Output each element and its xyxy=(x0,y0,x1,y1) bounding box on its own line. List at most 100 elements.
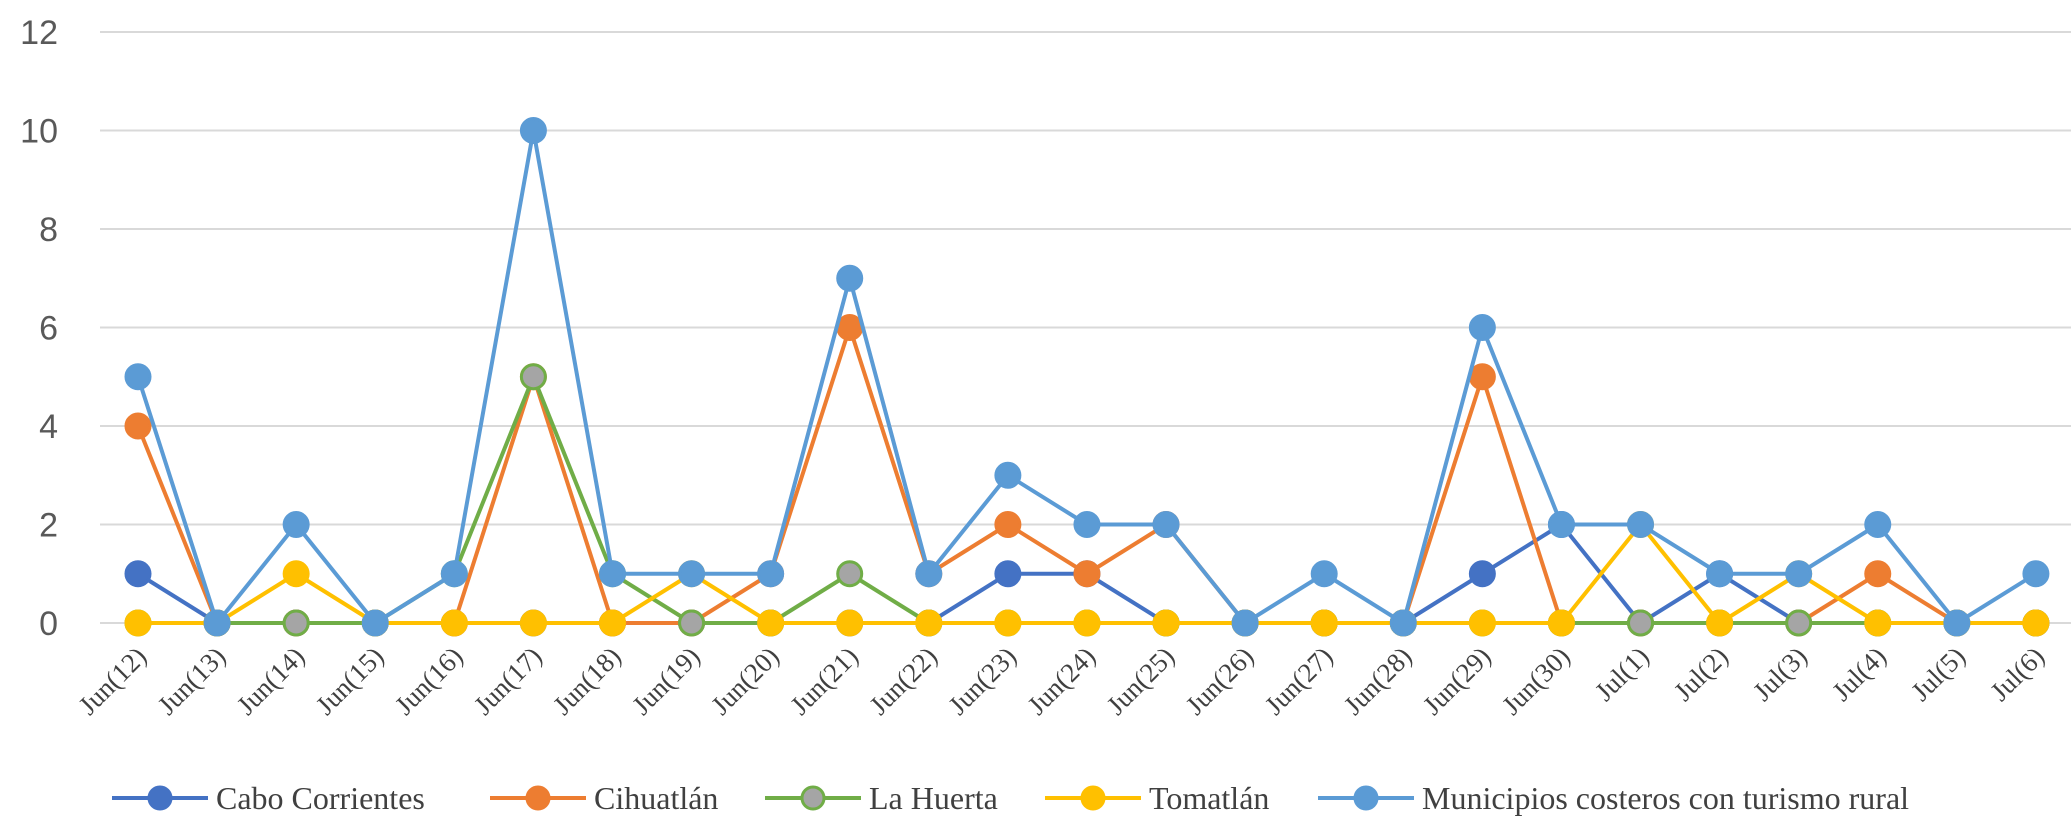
data-point xyxy=(757,560,785,588)
data-point xyxy=(1943,609,1971,637)
data-point xyxy=(1073,609,1101,637)
data-point xyxy=(440,560,468,588)
data-point xyxy=(1785,609,1813,637)
data-point xyxy=(203,609,231,637)
legend-label: Tomatlán xyxy=(1149,780,1269,816)
x-tick-label: Jun(25) xyxy=(1101,641,1181,721)
data-point xyxy=(1706,560,1734,588)
x-tick-label: Jul(4) xyxy=(1826,641,1892,707)
x-tick-label: Jun(19) xyxy=(626,641,706,721)
legend: Cabo Corrientes Cihuatlán La Huerta Tomatlá… xyxy=(112,780,1909,816)
series-2 xyxy=(124,363,2050,637)
data-point xyxy=(1706,609,1734,637)
data-point xyxy=(836,264,864,292)
legend-marker xyxy=(1353,785,1379,811)
data-point xyxy=(124,363,152,391)
data-point xyxy=(519,609,547,637)
series-1 xyxy=(124,314,2050,637)
legend-item: Tomatlán xyxy=(1045,780,1269,816)
series-group xyxy=(124,117,2050,637)
data-point xyxy=(757,609,785,637)
data-point xyxy=(124,609,152,637)
data-point xyxy=(1073,560,1101,588)
legend-item: La Huerta xyxy=(765,780,998,816)
y-tick-label: 0 xyxy=(39,605,58,643)
x-tick-label: Jun(27) xyxy=(1259,641,1339,721)
x-tick-label: Jun(12) xyxy=(73,641,153,721)
x-tick-label: Jul(2) xyxy=(1668,641,1734,707)
data-point xyxy=(282,609,310,637)
legend-item: Cabo Corrientes xyxy=(112,780,425,816)
data-point xyxy=(1468,609,1496,637)
data-point xyxy=(598,609,626,637)
x-axis: Jun(12) Jun(13) Jun(14) Jun(15) Jun(16) Jun(1… xyxy=(73,641,2050,721)
x-tick-label: Jun(30) xyxy=(1496,641,1576,721)
x-tick-label: Jun(22) xyxy=(863,641,943,721)
data-point xyxy=(1152,511,1180,538)
legend-marker xyxy=(1080,785,1106,811)
x-tick-label: Jun(23) xyxy=(943,641,1023,721)
data-point xyxy=(124,412,152,440)
data-point xyxy=(1231,609,1259,637)
data-point xyxy=(994,560,1022,588)
data-point xyxy=(678,560,706,588)
data-point xyxy=(1627,609,1655,637)
x-tick-label: Jun(13) xyxy=(152,641,232,721)
x-tick-label: Jun(16) xyxy=(389,641,469,721)
data-point xyxy=(1468,363,1496,391)
x-tick-label: Jun(24) xyxy=(1022,641,1102,721)
data-point xyxy=(1152,609,1180,637)
data-point xyxy=(915,609,943,637)
data-point xyxy=(1468,560,1496,588)
data-point xyxy=(994,511,1022,538)
data-point xyxy=(1468,314,1496,341)
data-point xyxy=(1627,511,1655,538)
legend-label: La Huerta xyxy=(869,780,998,816)
data-point xyxy=(1547,609,1575,637)
x-tick-label: Jul(6) xyxy=(1984,641,2050,707)
x-tick-label: Jun(29) xyxy=(1417,641,1497,721)
legend-label: Municipios costeros con turismo rural xyxy=(1422,780,1909,816)
x-tick-label: Jul(5) xyxy=(1905,641,1971,707)
data-point xyxy=(1310,609,1338,637)
data-point xyxy=(836,609,864,637)
data-point xyxy=(1864,511,1892,538)
legend-marker xyxy=(525,785,551,811)
data-point xyxy=(1864,609,1892,637)
data-point xyxy=(915,560,943,588)
series-3 xyxy=(124,511,2050,637)
x-tick-label: Jun(14) xyxy=(231,641,311,721)
x-tick-label: Jun(28) xyxy=(1338,641,1418,721)
data-point xyxy=(836,560,864,588)
x-tick-label: Jun(20) xyxy=(705,641,785,721)
y-tick-label: 2 xyxy=(39,507,58,545)
data-point xyxy=(836,314,864,341)
x-tick-label: Jul(3) xyxy=(1747,641,1813,707)
x-tick-label: Jun(18) xyxy=(547,641,627,721)
legend-item: Cihuatlán xyxy=(490,780,718,816)
data-point xyxy=(1785,560,1813,588)
data-point xyxy=(598,560,626,588)
data-point xyxy=(1310,560,1338,588)
y-tick-label: 6 xyxy=(39,310,58,348)
series-4 xyxy=(124,117,2050,637)
gridlines xyxy=(100,31,2071,624)
legend-marker xyxy=(147,785,173,811)
data-point xyxy=(1389,609,1417,637)
data-point xyxy=(361,609,389,637)
data-point xyxy=(1547,511,1575,538)
data-point xyxy=(124,560,152,588)
x-tick-label: Jun(15) xyxy=(310,641,390,721)
x-tick-label: Jun(21) xyxy=(784,641,864,721)
y-tick-label: 8 xyxy=(39,211,58,249)
legend-marker xyxy=(800,785,826,811)
data-point xyxy=(519,363,547,391)
y-tick-label: 10 xyxy=(20,113,58,151)
data-point xyxy=(678,609,706,637)
data-point xyxy=(282,511,310,538)
data-point xyxy=(282,560,310,588)
y-axis: 0 2 4 6 8 10 12 xyxy=(20,14,58,643)
y-tick-label: 12 xyxy=(20,14,58,52)
data-point xyxy=(519,117,547,144)
data-point xyxy=(2022,560,2050,588)
